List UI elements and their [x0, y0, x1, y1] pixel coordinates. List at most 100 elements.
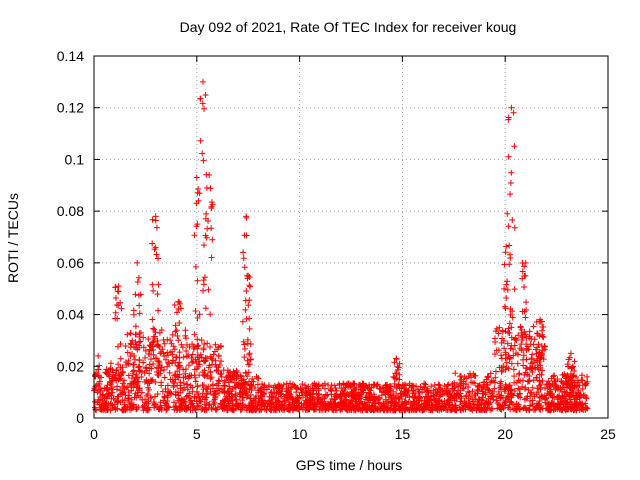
data-point — [96, 378, 103, 385]
data-point — [511, 342, 518, 349]
data-point — [210, 392, 217, 399]
data-point — [123, 384, 130, 391]
data-point — [173, 309, 180, 316]
data-point — [569, 388, 576, 395]
data-point — [107, 360, 114, 367]
y-tick-label: 0.06 — [57, 255, 84, 271]
data-point — [554, 376, 561, 383]
data-point — [241, 354, 248, 361]
data-point — [155, 358, 162, 365]
data-point — [418, 407, 425, 414]
data-point — [511, 286, 518, 293]
data-point — [494, 400, 501, 407]
data-point — [229, 385, 236, 392]
data-point — [344, 406, 351, 413]
data-point — [528, 356, 535, 363]
y-axis-label: ROTI / TECUs — [5, 193, 21, 283]
data-point — [115, 361, 122, 368]
data-point — [202, 305, 209, 312]
data-point — [175, 374, 182, 381]
data-point — [114, 315, 121, 322]
data-point — [115, 376, 122, 383]
data-point — [355, 406, 362, 413]
data-point — [347, 383, 354, 390]
data-point — [527, 393, 534, 400]
data-point — [402, 382, 409, 389]
data-point — [496, 324, 503, 331]
data-point — [152, 213, 159, 220]
data-point — [546, 403, 553, 410]
data-point — [207, 185, 214, 192]
data-point — [188, 354, 195, 361]
data-point — [219, 405, 226, 412]
data-point — [372, 396, 379, 403]
data-point — [114, 343, 121, 350]
data-point — [108, 395, 115, 402]
data-point — [511, 336, 518, 343]
data-point — [502, 328, 509, 335]
data-point — [258, 393, 265, 400]
data-point — [558, 407, 565, 414]
data-point — [186, 373, 193, 380]
data-point — [121, 377, 128, 384]
data-point — [498, 352, 505, 359]
data-point — [238, 389, 245, 396]
data-point — [502, 249, 509, 256]
data-point — [293, 389, 300, 396]
data-point — [158, 379, 165, 386]
data-point — [530, 323, 537, 330]
data-point — [504, 393, 511, 400]
data-point — [508, 324, 515, 331]
data-point — [202, 91, 209, 98]
data-point — [511, 388, 518, 395]
data-point — [583, 395, 590, 402]
data-point — [118, 371, 125, 378]
data-point — [95, 366, 102, 373]
data-point — [566, 354, 573, 361]
data-point — [223, 407, 230, 414]
data-point — [176, 319, 183, 326]
data-point — [462, 406, 469, 413]
data-point — [519, 334, 526, 341]
data-point — [290, 400, 297, 407]
data-point — [193, 365, 200, 372]
data-point — [207, 375, 214, 382]
data-point — [533, 318, 540, 325]
data-point — [462, 380, 469, 387]
data-point — [522, 259, 529, 266]
y-tick-label: 0.12 — [57, 100, 84, 116]
data-point — [466, 370, 473, 377]
data-point — [230, 368, 237, 375]
data-point — [207, 311, 214, 318]
data-point — [521, 283, 528, 290]
data-point — [539, 333, 546, 340]
data-point — [501, 345, 508, 352]
data-point — [174, 368, 181, 375]
data-point — [135, 364, 142, 371]
data-point — [500, 363, 507, 370]
data-point — [267, 401, 274, 408]
data-point — [197, 137, 204, 144]
data-point — [531, 336, 538, 343]
data-point — [137, 291, 144, 298]
data-point — [520, 347, 527, 354]
data-point — [556, 403, 563, 410]
data-point — [579, 372, 586, 379]
data-point — [156, 359, 163, 366]
data-point — [220, 367, 227, 374]
data-point — [142, 364, 149, 371]
data-point — [207, 369, 214, 376]
data-point — [431, 381, 438, 388]
data-point — [150, 287, 157, 294]
data-point — [444, 390, 451, 397]
data-point — [243, 287, 250, 294]
data-point — [119, 397, 126, 404]
data-point — [537, 384, 544, 391]
data-point — [95, 387, 102, 394]
data-point — [567, 385, 574, 392]
data-point — [180, 366, 187, 373]
data-point — [522, 314, 529, 321]
data-point — [529, 401, 536, 408]
data-point — [472, 372, 479, 379]
data-point — [194, 277, 201, 284]
